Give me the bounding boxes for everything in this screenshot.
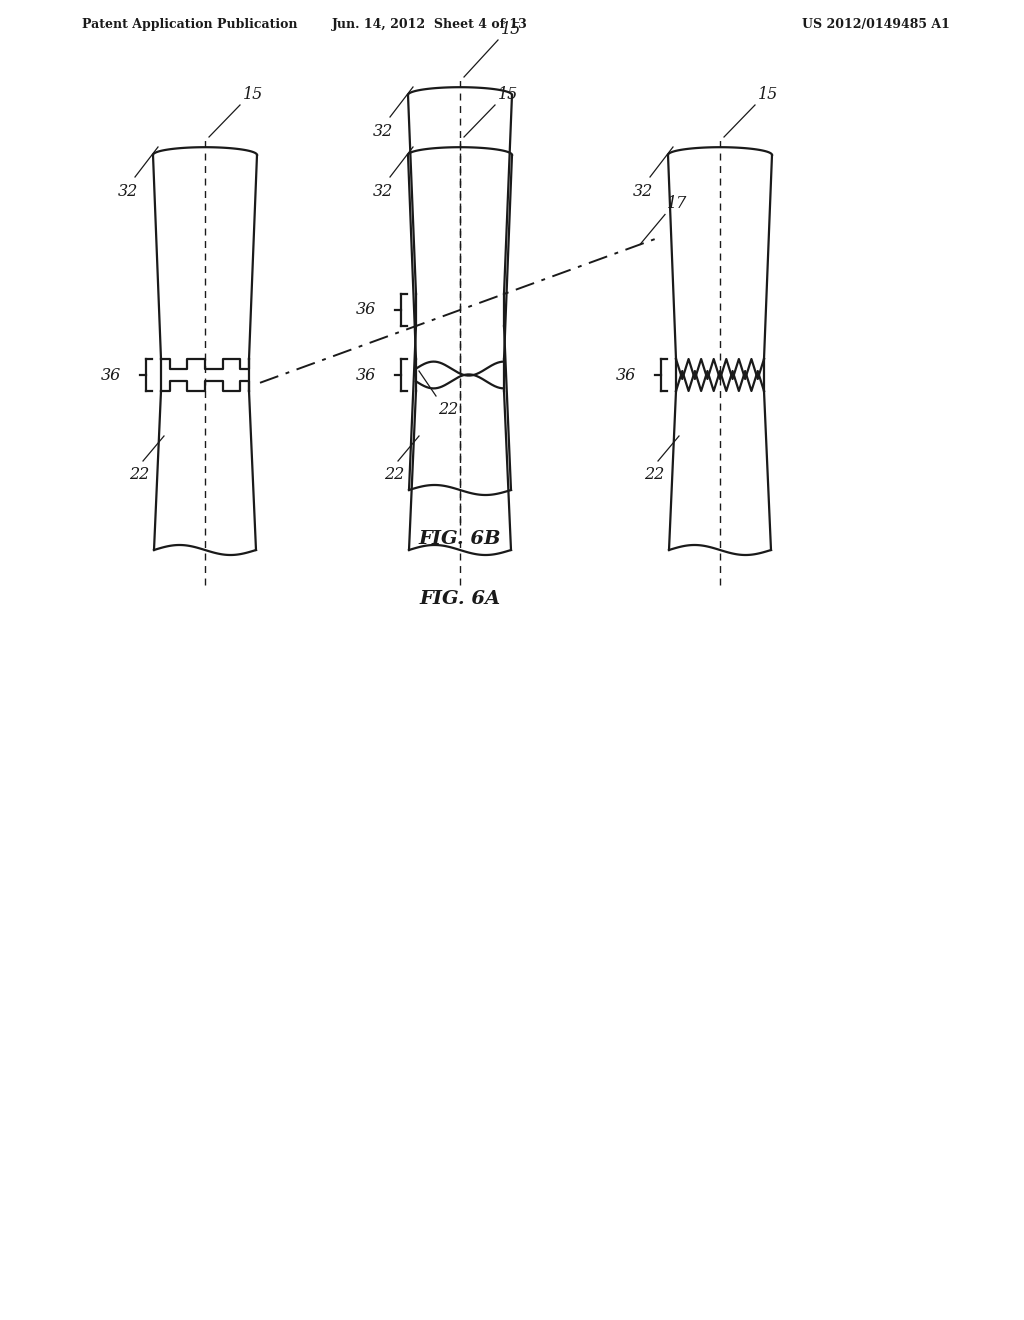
Text: US 2012/0149485 A1: US 2012/0149485 A1 bbox=[802, 18, 950, 30]
Text: 32: 32 bbox=[633, 183, 653, 201]
Text: 36: 36 bbox=[355, 301, 376, 318]
Text: 32: 32 bbox=[118, 183, 138, 201]
Text: Patent Application Publication: Patent Application Publication bbox=[82, 18, 298, 30]
Text: 36: 36 bbox=[100, 367, 121, 384]
Text: 15: 15 bbox=[501, 21, 521, 38]
Text: 15: 15 bbox=[243, 86, 263, 103]
Text: 32: 32 bbox=[373, 183, 393, 201]
Text: FIG. 6B: FIG. 6B bbox=[419, 531, 502, 548]
Text: 22: 22 bbox=[438, 401, 459, 418]
Text: 22: 22 bbox=[384, 466, 404, 483]
Text: 22: 22 bbox=[644, 466, 665, 483]
Text: 17: 17 bbox=[667, 195, 687, 213]
Text: 32: 32 bbox=[373, 123, 393, 140]
Text: 36: 36 bbox=[615, 367, 636, 384]
Text: 36: 36 bbox=[355, 367, 376, 384]
Text: FIG. 6A: FIG. 6A bbox=[420, 590, 501, 609]
Text: 15: 15 bbox=[498, 86, 518, 103]
Text: 22: 22 bbox=[129, 466, 150, 483]
Text: Jun. 14, 2012  Sheet 4 of 13: Jun. 14, 2012 Sheet 4 of 13 bbox=[332, 18, 528, 30]
Text: 15: 15 bbox=[758, 86, 778, 103]
